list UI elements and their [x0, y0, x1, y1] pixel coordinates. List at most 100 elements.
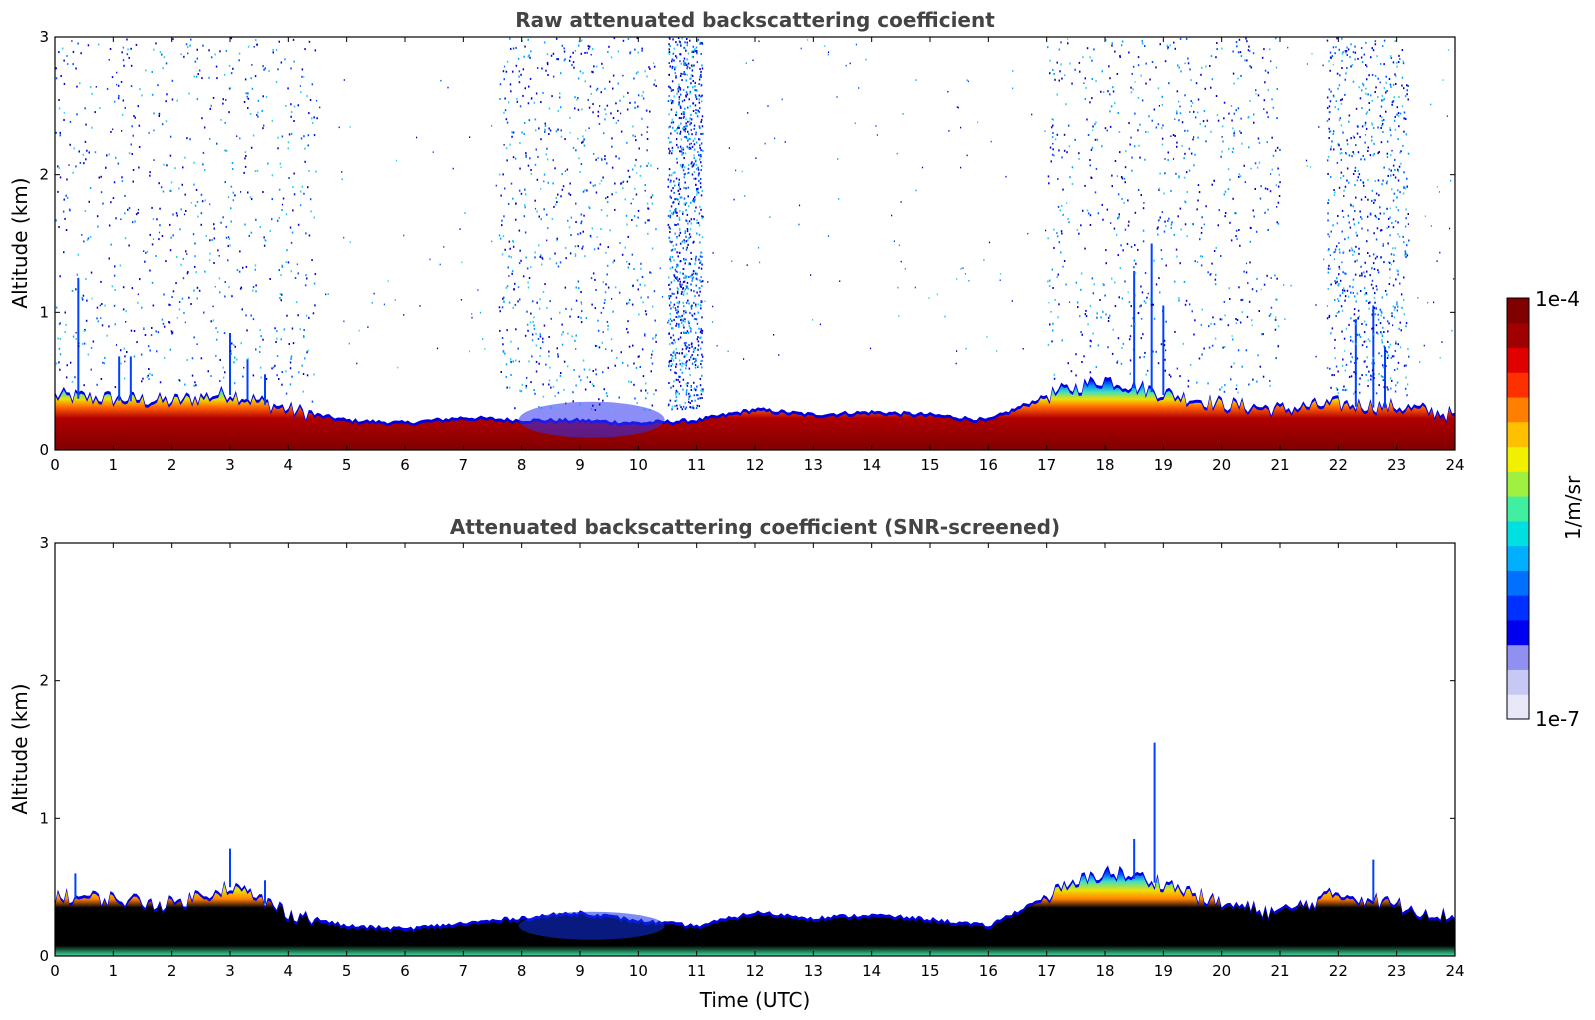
x-tick-label: 19 — [1154, 456, 1173, 474]
x-tick-label: 8 — [517, 456, 527, 474]
x-tick-label: 11 — [687, 456, 706, 474]
x-tick-label: 22 — [1329, 456, 1348, 474]
x-tick-label: 1 — [109, 962, 119, 980]
x-tick-label: 5 — [342, 456, 352, 474]
x-tick-label: 15 — [920, 456, 939, 474]
x-tick-label: 9 — [575, 962, 585, 980]
colorbar-band — [1507, 471, 1529, 497]
x-tick-label: 16 — [979, 456, 998, 474]
colorbar-band — [1507, 421, 1529, 448]
x-tick-label: 13 — [804, 456, 823, 474]
colorbar-band — [1507, 298, 1529, 324]
x-tick-label: 20 — [1212, 962, 1231, 980]
x-tick-label: 24 — [1445, 456, 1464, 474]
y-axis: 0 1 2 3 — [39, 28, 1455, 459]
x-tick-label: 14 — [862, 962, 881, 980]
y-tick-label: 1 — [39, 303, 49, 321]
x-axis: 0 1 2 3 4 5 6 7 8 9 10 11 12 13 14 15 16 17 18 19 20 21 22 23 24 — [50, 37, 1465, 474]
x-tick-label: 24 — [1445, 962, 1464, 980]
x-tick-label: 12 — [745, 456, 764, 474]
y-axis: 0 1 2 3 — [39, 534, 1455, 965]
x-axis: 0 1 2 3 4 5 6 7 8 9 10 11 12 13 14 15 16 17 18 19 20 21 22 23 24 — [50, 543, 1465, 980]
colorbar-min-label: 1e-7 — [1535, 707, 1580, 731]
colorbar-band — [1507, 545, 1529, 571]
x-tick-label: 22 — [1329, 962, 1348, 980]
heatmap-area — [55, 37, 1455, 450]
panel-snr: Attenuated backscattering coefficient (S… — [8, 515, 1465, 1012]
y-tick-label: 1 — [39, 809, 49, 827]
x-tick-label: 21 — [1270, 962, 1289, 980]
x-tick-label: 4 — [284, 456, 294, 474]
chart-title: Attenuated backscattering coefficient (S… — [450, 515, 1060, 539]
y-axis-label: Altitude (km) — [8, 683, 32, 814]
x-tick-label: 14 — [862, 456, 881, 474]
x-tick-label: 13 — [804, 962, 823, 980]
x-tick-label: 12 — [745, 962, 764, 980]
colorbar-band — [1507, 372, 1529, 398]
colorbar-bands — [1507, 298, 1529, 720]
residual-layer — [518, 401, 665, 438]
boundary-layer — [55, 379, 1455, 450]
x-tick-label: 0 — [50, 456, 60, 474]
x-tick-label: 16 — [979, 962, 998, 980]
chart-title: Raw attenuated backscattering coefficien… — [515, 8, 995, 32]
colorbar-frame — [1506, 297, 1530, 720]
x-tick-label: 2 — [167, 456, 177, 474]
panel-raw: Raw attenuated backscattering coefficien… — [8, 8, 1465, 474]
x-tick-label: 3 — [225, 456, 235, 474]
x-tick-label: 20 — [1212, 456, 1231, 474]
x-tick-label: 19 — [1154, 962, 1173, 980]
residual-layer — [518, 911, 665, 940]
y-tick-label: 2 — [39, 672, 49, 690]
x-tick-label: 1 — [109, 456, 119, 474]
x-tick-label: 3 — [225, 962, 235, 980]
colorbar-band — [1507, 446, 1529, 472]
x-axis-label: Time (UTC) — [699, 988, 811, 1012]
colorbar-band — [1507, 347, 1529, 373]
x-tick-label: 18 — [1095, 962, 1114, 980]
colorbar-band — [1507, 644, 1529, 670]
x-tick-label: 11 — [687, 962, 706, 980]
x-tick-label: 15 — [920, 962, 939, 980]
x-tick-label: 18 — [1095, 456, 1114, 474]
colorbar-band — [1507, 496, 1529, 522]
x-tick-label: 17 — [1037, 962, 1056, 980]
x-tick-label: 5 — [342, 962, 352, 980]
x-tick-label: 10 — [629, 962, 648, 980]
x-tick-label: 0 — [50, 962, 60, 980]
y-tick-label: 0 — [39, 947, 49, 965]
y-tick-label: 2 — [39, 166, 49, 184]
x-tick-label: 23 — [1387, 962, 1406, 980]
y-tick-label: 0 — [39, 441, 49, 459]
x-tick-label: 6 — [400, 456, 410, 474]
colorbar-band — [1507, 694, 1529, 720]
noise-speckle — [55, 37, 1455, 411]
colorbar-band — [1507, 619, 1529, 646]
x-tick-label: 6 — [400, 962, 410, 980]
x-tick-label: 9 — [575, 456, 585, 474]
colorbar-band — [1507, 322, 1529, 349]
colorbar-band — [1507, 397, 1529, 423]
y-axis-label: Altitude (km) — [8, 177, 32, 308]
heatmap-area — [55, 742, 1455, 956]
x-tick-label: 2 — [167, 962, 177, 980]
x-tick-label: 10 — [629, 456, 648, 474]
colorbar-band — [1507, 520, 1529, 547]
colorbar: 1e-4 1e-7 1/m/sr — [1506, 287, 1585, 731]
y-tick-label: 3 — [39, 534, 49, 552]
x-tick-label: 8 — [517, 962, 527, 980]
x-tick-label: 7 — [459, 962, 469, 980]
boundary-layer — [55, 868, 1455, 956]
colorbar-max-label: 1e-4 — [1535, 287, 1580, 311]
colorbar-unit-label: 1/m/sr — [1561, 475, 1585, 540]
colorbar-band — [1507, 595, 1529, 621]
x-tick-label: 21 — [1270, 456, 1289, 474]
y-tick-label: 3 — [39, 28, 49, 46]
x-tick-label: 7 — [459, 456, 469, 474]
x-tick-label: 23 — [1387, 456, 1406, 474]
colorbar-band — [1507, 570, 1529, 596]
colorbar-band — [1507, 669, 1529, 695]
x-tick-label: 17 — [1037, 456, 1056, 474]
x-tick-label: 4 — [284, 962, 294, 980]
